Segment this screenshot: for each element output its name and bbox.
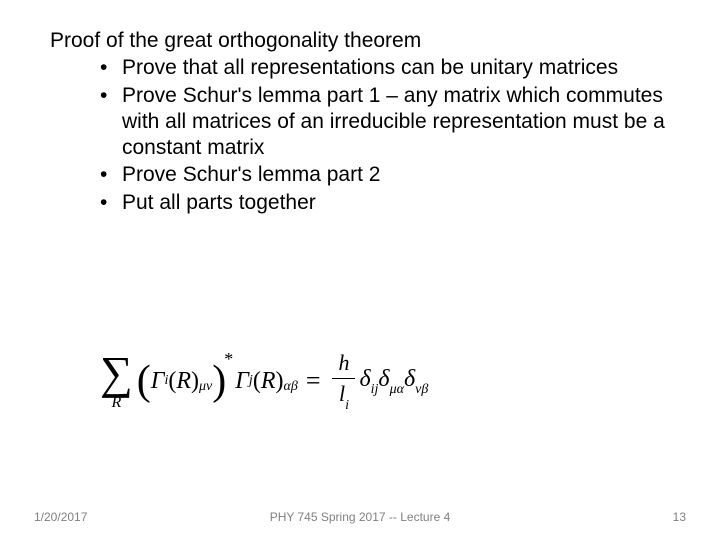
list-item: Prove Schur's lemma part 2 xyxy=(100,162,680,188)
list-item: Prove that all representations can be un… xyxy=(100,55,680,81)
footer-page-number: 13 xyxy=(673,510,686,524)
conjugate-star: * xyxy=(224,349,233,370)
slide-footer: 1/20/2017 PHY 745 Spring 2017 -- Lecture… xyxy=(0,510,720,524)
fraction: h li xyxy=(332,350,355,411)
delta-mualpha: δμα xyxy=(378,366,404,397)
footer-center: PHY 745 Spring 2017 -- Lecture 4 xyxy=(0,510,720,524)
slide-heading: Proof of the great orthogonality theorem xyxy=(50,28,680,54)
delta-ij: δij xyxy=(359,366,378,397)
delta-nubeta: δνβ xyxy=(404,366,428,397)
summation: ∑ R xyxy=(100,350,133,412)
list-item: Put all parts together xyxy=(100,190,680,216)
equation: ∑ R ( Γi(R)μν ) * Γj(R)αβ = h li δij δμα… xyxy=(100,350,660,412)
gamma-left: Γi(R)μν xyxy=(151,368,212,395)
bullet-list: Prove that all representations can be un… xyxy=(100,55,680,216)
list-item: Prove Schur's lemma part 1 – any matrix … xyxy=(100,83,680,162)
gamma-right: Γj(R)αβ xyxy=(235,368,298,395)
